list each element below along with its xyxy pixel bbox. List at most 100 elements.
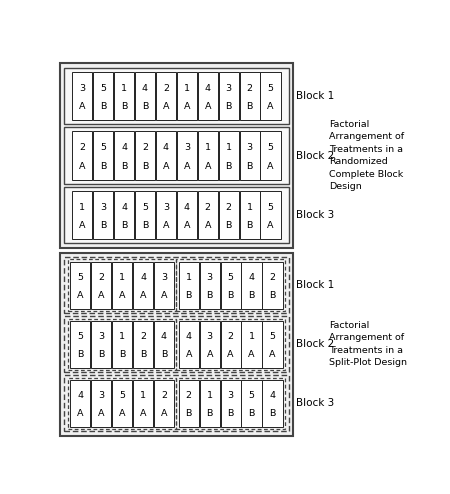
Bar — [93, 191, 113, 240]
Text: 3: 3 — [225, 83, 232, 93]
Text: A: A — [184, 221, 190, 230]
Text: B: B — [140, 350, 146, 359]
Bar — [133, 380, 153, 427]
Text: A: A — [140, 291, 146, 300]
Text: B: B — [227, 291, 234, 300]
Text: A: A — [162, 102, 169, 111]
Bar — [135, 72, 155, 121]
Text: B: B — [142, 102, 148, 111]
Text: A: A — [204, 102, 211, 111]
Text: A: A — [161, 409, 167, 418]
Text: A: A — [119, 409, 126, 418]
Bar — [135, 191, 155, 240]
Bar — [70, 380, 90, 427]
Text: 3: 3 — [161, 273, 167, 282]
Text: A: A — [204, 221, 211, 230]
Text: Block 3: Block 3 — [297, 210, 335, 220]
Bar — [242, 321, 261, 368]
Text: B: B — [248, 291, 255, 300]
Text: A: A — [98, 291, 104, 300]
Text: A: A — [77, 409, 84, 418]
Text: B: B — [247, 162, 253, 171]
Bar — [239, 131, 260, 180]
Bar — [179, 321, 199, 368]
Text: 2: 2 — [186, 391, 192, 400]
Bar — [60, 252, 292, 436]
Text: A: A — [269, 350, 276, 359]
Bar — [156, 191, 176, 240]
Text: A: A — [79, 102, 86, 111]
Bar — [64, 375, 289, 431]
Text: 1: 1 — [186, 273, 192, 282]
Text: B: B — [142, 221, 148, 230]
Bar — [262, 380, 283, 427]
Bar — [239, 72, 260, 121]
Text: 3: 3 — [163, 203, 169, 212]
Text: 4: 4 — [248, 273, 255, 282]
Text: 2: 2 — [205, 203, 211, 212]
Text: 5: 5 — [119, 391, 125, 400]
Bar — [112, 321, 132, 368]
Text: A: A — [79, 162, 86, 171]
Text: 1: 1 — [140, 391, 146, 400]
Text: 1: 1 — [121, 83, 127, 93]
Bar — [198, 72, 218, 121]
Text: Block 1: Block 1 — [297, 91, 335, 101]
Bar — [133, 262, 153, 309]
Text: 2: 2 — [161, 391, 167, 400]
Bar — [200, 262, 220, 309]
Bar — [135, 131, 155, 180]
Bar — [91, 380, 111, 427]
Bar — [114, 191, 134, 240]
Text: 5: 5 — [248, 391, 255, 400]
Bar — [154, 321, 174, 368]
Text: 3: 3 — [98, 332, 104, 341]
Text: A: A — [204, 162, 211, 171]
Text: B: B — [142, 162, 148, 171]
Text: 5: 5 — [268, 143, 274, 152]
Text: B: B — [225, 221, 232, 230]
Bar — [64, 127, 289, 184]
Text: B: B — [121, 162, 127, 171]
Text: 3: 3 — [100, 203, 106, 212]
Text: B: B — [100, 221, 106, 230]
Text: 2: 2 — [140, 332, 146, 341]
Text: 3: 3 — [228, 391, 234, 400]
Bar — [176, 259, 285, 311]
Text: B: B — [225, 102, 232, 111]
Text: B: B — [185, 291, 192, 300]
Text: A: A — [184, 102, 190, 111]
Text: B: B — [121, 221, 127, 230]
Text: Factorial
Arrangement of
Treatments in a
Split-Plot Design: Factorial Arrangement of Treatments in a… — [329, 321, 407, 368]
Bar — [177, 131, 197, 180]
Bar — [239, 191, 260, 240]
Bar — [72, 72, 92, 121]
Text: 2: 2 — [247, 83, 252, 93]
Text: 5: 5 — [77, 273, 83, 282]
Bar — [219, 131, 239, 180]
Text: 2: 2 — [163, 83, 169, 93]
Text: Factorial
Arrangement of
Treatments in a
Randomized
Complete Block
Design: Factorial Arrangement of Treatments in a… — [329, 120, 404, 191]
Bar — [198, 131, 218, 180]
Bar — [242, 380, 261, 427]
Bar — [156, 131, 176, 180]
Text: 4: 4 — [186, 332, 192, 341]
Text: B: B — [100, 102, 106, 111]
Text: 4: 4 — [121, 203, 127, 212]
Bar — [60, 63, 292, 248]
Bar — [68, 377, 176, 429]
Text: A: A — [267, 102, 274, 111]
Text: 2: 2 — [228, 332, 234, 341]
Text: Block 3: Block 3 — [297, 398, 335, 408]
Bar — [91, 321, 111, 368]
Bar — [68, 319, 176, 370]
Bar — [64, 68, 289, 124]
Bar — [242, 262, 261, 309]
Text: Block 2: Block 2 — [297, 339, 335, 349]
Bar — [154, 262, 174, 309]
Text: B: B — [247, 221, 253, 230]
Bar — [112, 380, 132, 427]
Text: B: B — [77, 350, 83, 359]
Text: A: A — [248, 350, 255, 359]
Bar — [91, 262, 111, 309]
